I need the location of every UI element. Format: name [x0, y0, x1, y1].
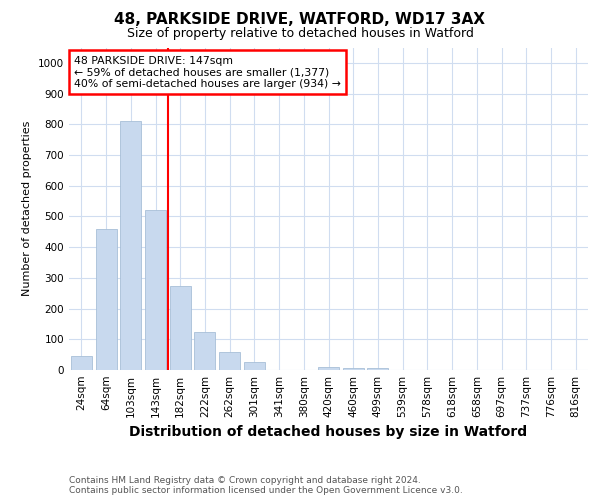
Bar [120, 121, 141, 370]
Bar [145, 210, 166, 370]
Y-axis label: Number of detached properties: Number of detached properties [22, 121, 32, 296]
Text: Contains HM Land Registry data © Crown copyright and database right 2024.
Contai: Contains HM Land Registry data © Crown c… [69, 476, 463, 495]
Bar [71, 356, 92, 370]
Bar [343, 368, 364, 370]
Bar [219, 352, 240, 370]
Bar [244, 362, 265, 370]
Bar [170, 286, 191, 370]
Bar [194, 332, 215, 370]
Bar [95, 228, 116, 370]
Text: 48, PARKSIDE DRIVE, WATFORD, WD17 3AX: 48, PARKSIDE DRIVE, WATFORD, WD17 3AX [115, 12, 485, 28]
Text: Size of property relative to detached houses in Watford: Size of property relative to detached ho… [127, 28, 473, 40]
Bar [367, 368, 388, 370]
Text: 48 PARKSIDE DRIVE: 147sqm
← 59% of detached houses are smaller (1,377)
40% of se: 48 PARKSIDE DRIVE: 147sqm ← 59% of detac… [74, 56, 341, 89]
Bar [318, 367, 339, 370]
X-axis label: Distribution of detached houses by size in Watford: Distribution of detached houses by size … [130, 426, 527, 440]
